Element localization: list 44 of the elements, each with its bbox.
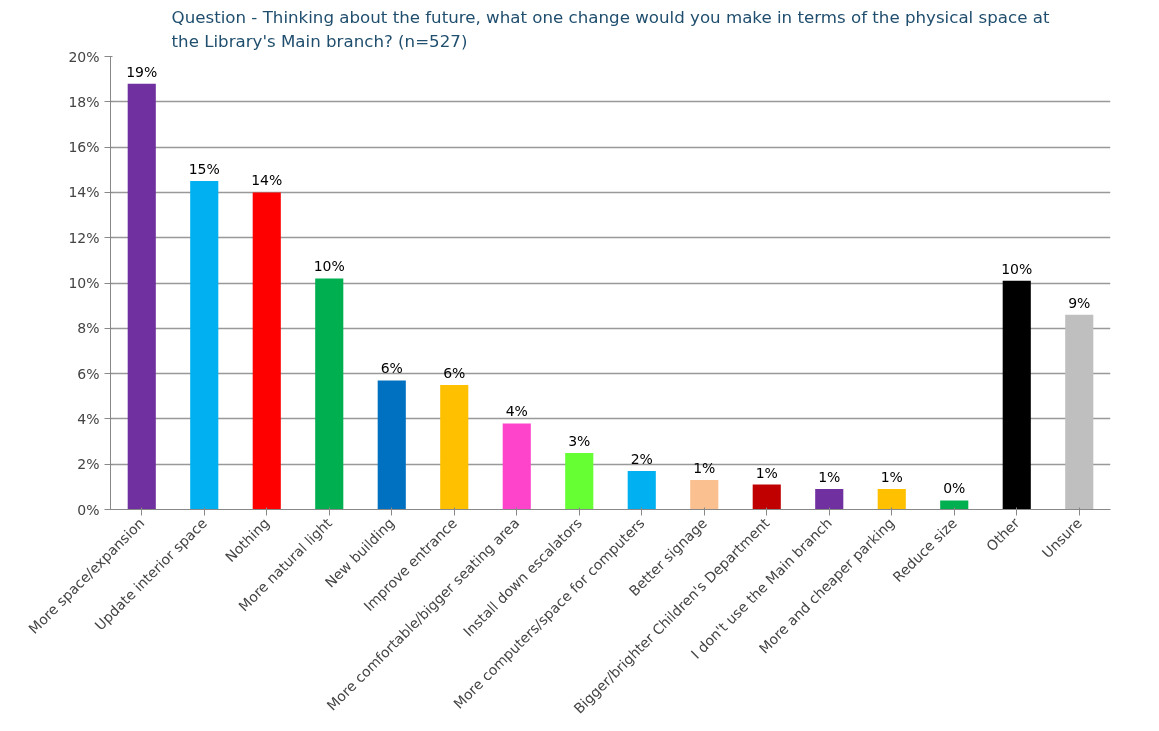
bar — [627, 470, 656, 510]
data-label: 1% — [755, 464, 778, 481]
bar — [1065, 314, 1094, 510]
y-tick-label: 12% — [68, 229, 100, 246]
data-label: 4% — [505, 403, 528, 420]
y-tick-label: 2% — [77, 456, 100, 473]
data-label: 6% — [443, 364, 466, 381]
data-label: 1% — [818, 469, 841, 486]
bar — [815, 489, 844, 510]
y-tick-label: 0% — [77, 501, 100, 518]
y-tick-label: 16% — [68, 139, 100, 156]
y-tick-label: 14% — [68, 184, 100, 201]
bar — [377, 380, 406, 510]
y-tick-label: 20% — [68, 48, 100, 65]
data-label: 6% — [380, 360, 403, 377]
y-tick-label: 10% — [68, 275, 100, 291]
bar — [690, 480, 719, 510]
data-label: 10% — [313, 258, 345, 275]
y-tick-label: 4% — [77, 410, 100, 427]
data-label: 1% — [693, 460, 716, 477]
data-label: 10% — [1001, 260, 1033, 277]
bar — [565, 452, 594, 510]
bar — [1002, 280, 1031, 510]
data-label: 3% — [568, 432, 591, 449]
chart-title: Question - Thinking about the future, what one change would you make in terms of the physical space at the Library's Main branch? (n=527) — [171, 7, 1050, 52]
bar — [752, 484, 781, 510]
bar — [190, 181, 219, 510]
bar — [877, 489, 906, 510]
data-label: 0% — [943, 480, 966, 497]
data-label: 2% — [630, 450, 653, 467]
bar — [315, 278, 344, 510]
data-label: 9% — [1068, 294, 1091, 311]
data-label: 14% — [251, 172, 283, 189]
bar — [127, 83, 156, 510]
data-label: 1% — [880, 469, 903, 486]
bar — [440, 384, 469, 510]
data-label: 19% — [126, 63, 158, 80]
y-tick-label: 18% — [68, 93, 100, 110]
bar — [502, 423, 531, 510]
y-tick-label: 6% — [77, 365, 100, 382]
bar — [252, 192, 281, 510]
data-label: 15% — [188, 161, 220, 178]
bar — [940, 500, 969, 510]
y-tick-label: 8% — [77, 320, 100, 337]
